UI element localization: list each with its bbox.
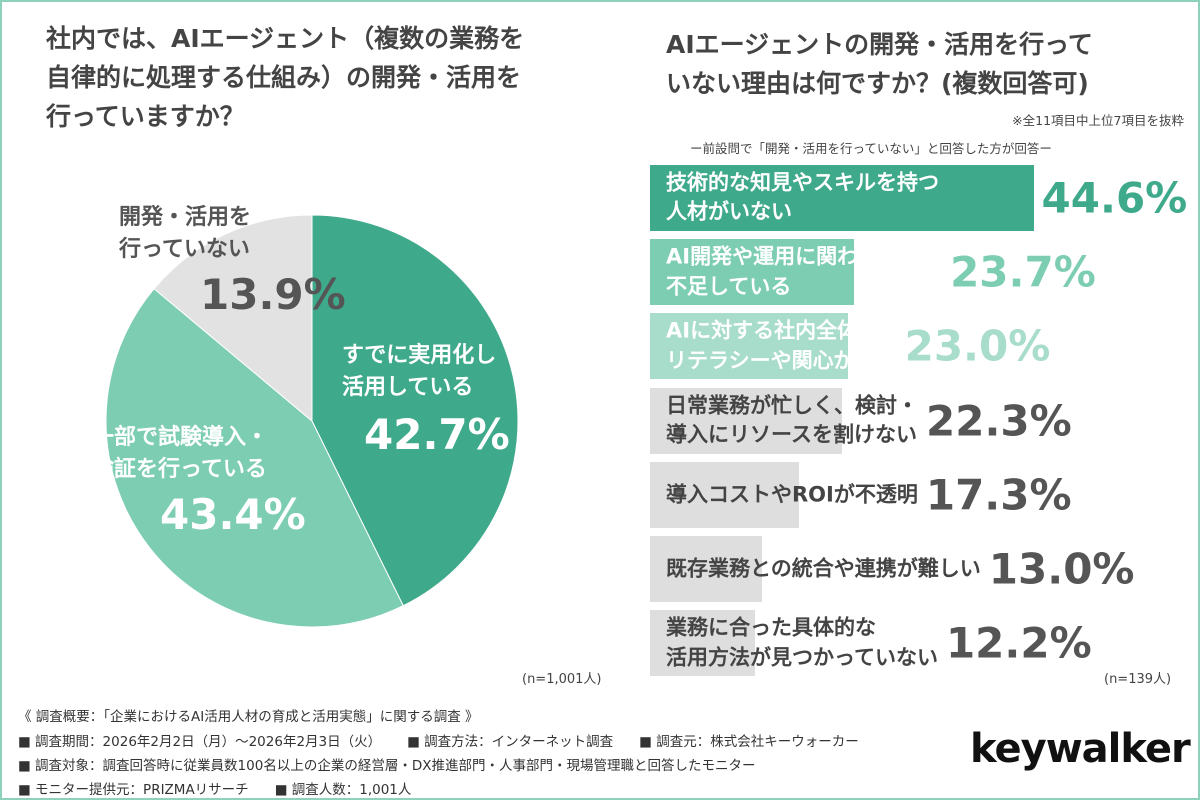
- footer-item: モニター提供元：PRIZMAリサーチ: [35, 782, 249, 798]
- bar-value-label: 44.6%: [1041, 173, 1188, 223]
- bar-row: 業務に合った具体的な 活用方法が見つかっていない 12.2%: [650, 610, 1190, 677]
- pie-label: すでに実用化し 活用している: [342, 343, 497, 400]
- bar: [650, 387, 842, 454]
- bar-subtitle: ー前設問で「開発・活用を行っていない」と回答した方が回答ー: [690, 141, 1052, 156]
- bar-label: 技術的な知見やスキルを持つ 人材がいない: [666, 170, 939, 224]
- pie-slice: [105, 287, 404, 628]
- pie-value-label: 13.9%: [200, 270, 346, 319]
- bar: [650, 239, 854, 306]
- pie-slice: [153, 214, 313, 423]
- bar: [650, 313, 848, 380]
- bar-annotation: ※全11項目中上位7項目を抜粋: [1012, 113, 1184, 128]
- pie-label: 開発・活用を 行っていない: [119, 205, 252, 262]
- pie-note: (n=1,001人): [522, 672, 602, 687]
- bar-title: AIエージェントの開発・活用を行って いない理由は何ですか？(複数回答可): [666, 30, 1093, 98]
- bar: [650, 461, 799, 528]
- footer-item: 調査人数：1,001人: [291, 782, 412, 798]
- footer-row: ■ モニター提供元：PRIZMAリサーチ ■ 調査人数：1,001人: [18, 782, 412, 798]
- bar-value-label: 23.7%: [950, 247, 1096, 297]
- bar-label: AI開発や運用に関わる人材が 不足している: [666, 244, 943, 299]
- footer-item: 調査方法：インターネット調査: [424, 734, 614, 750]
- footer-item: 調査期間：2026年2月2日（月）～2026年2月3日（火）: [35, 734, 382, 750]
- pie-title: 社内では、AIエージェント（複数の業務を 自律的に処理する仕組み）の開発・活用を…: [46, 24, 525, 131]
- bar-label: 既存業務との統合や連携が難しい: [666, 556, 981, 581]
- bar-value-label: 23.0%: [904, 321, 1051, 371]
- logo: keywalker: [970, 726, 1191, 772]
- bar: [650, 536, 762, 602]
- bar-row: 技術的な知見やスキルを持つ 人材がいない 44.6%: [650, 165, 1190, 231]
- bar-row: 導入コストやROIが不透明 17.3%: [650, 461, 1190, 528]
- bar: [650, 610, 755, 677]
- bar-note: (n=139人): [1104, 672, 1172, 687]
- footer-item: 調査対象：調査回答時に従業員数100名以上の企業の経営層・DX推進部門・人事部門…: [35, 758, 756, 774]
- footer-row: ■ 調査対象：調査回答時に従業員数100名以上の企業の経営層・DX推進部門・人事…: [18, 758, 756, 774]
- bar-row: AIに対する社内全体の リテラシーや関心が低い 23.0%: [650, 313, 1190, 380]
- pie-chart: [105, 214, 519, 628]
- bar-label: 導入コストやROIが不透明: [666, 482, 918, 507]
- bar-value-label: 13.0%: [988, 544, 1135, 594]
- bar-label: 業務に合った具体的な 活用方法が見つかっていない: [666, 615, 938, 670]
- bar-row: 日常業務が忙しく、検討・ 導入にリソースを割けない 22.3%: [650, 387, 1190, 454]
- bar-value-label: 17.3%: [925, 470, 1072, 520]
- footer-item: 調査元：株式会社キーウォーカー: [656, 734, 859, 750]
- footer-row: ■ 調査期間：2026年2月2日（月）～2026年2月3日（火） ■ 調査方法：イ…: [18, 734, 859, 750]
- bar-label: AIに対する社内全体の リテラシーや関心が低い: [666, 319, 897, 373]
- bar-row: 既存業務との統合や連携が難しい 13.0%: [650, 536, 1190, 602]
- pie-value-label: 43.4%: [160, 490, 306, 539]
- pie-label: 一部で試験導入・ 検証を行っている: [92, 425, 269, 482]
- pie-slice: [311, 214, 519, 607]
- bar-value-label: 22.3%: [926, 396, 1072, 446]
- bar: [650, 165, 1034, 231]
- bar-row: AI開発や運用に関わる人材が 不足している 23.7%: [650, 239, 1190, 306]
- pie-value-label: 42.7%: [364, 410, 510, 459]
- bar-value-label: 12.2%: [945, 618, 1092, 668]
- footer-heading: 《 調査概要：「企業におけるAI活用人材の育成と活用実態」に関する調査 》: [18, 709, 479, 725]
- bar-label: 日常業務が忙しく、検討・ 導入にリソースを割けない: [666, 393, 918, 447]
